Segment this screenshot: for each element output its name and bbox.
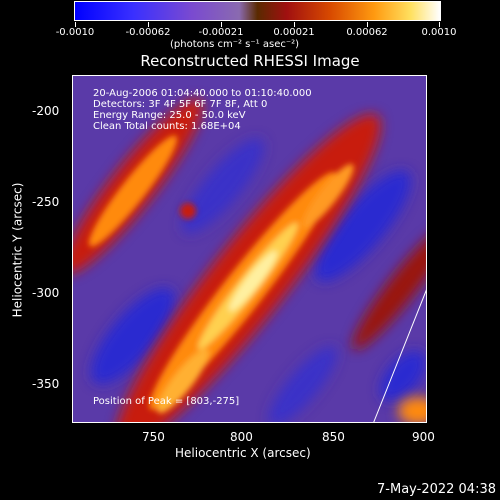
colorbar [74, 1, 441, 21]
y-tick-label: -200 [32, 104, 60, 118]
colorbar-tick [294, 22, 295, 27]
colorbar-tick-label: 0.00021 [273, 27, 315, 38]
plot-title: Reconstructed RHESSI Image [140, 52, 360, 70]
info-energy-range: Energy Range: 25.0 - 50.0 keV [93, 110, 246, 121]
info-clean-counts: Clean Total counts: 1.68E+04 [93, 121, 241, 132]
timestamp: 7-May-2022 04:38 [377, 482, 496, 497]
y-axis-label: Heliocentric Y (arcsec) [10, 182, 25, 318]
x-axis-label: Heliocentric X (arcsec) [175, 446, 311, 460]
colorbar-tick [439, 22, 440, 27]
y-tick-label: -250 [32, 195, 60, 209]
colorbar-tick [367, 22, 368, 27]
colorbar-tick [148, 22, 149, 27]
info-time-range: 20-Aug-2006 01:04:40.000 to 01:10:40.000 [93, 88, 312, 99]
x-tick-label: 900 [412, 430, 435, 444]
negative-lobes [90, 138, 426, 422]
colorbar-tick-label: -0.00021 [198, 27, 244, 38]
colorbar-tick-label: -0.0010 [55, 27, 95, 38]
colorbar-tick-label: -0.00062 [125, 27, 171, 38]
colorbar-units: (photons cm⁻² s⁻¹ asec⁻²) [170, 39, 300, 50]
image-canvas [73, 76, 426, 422]
limb-line [373, 289, 426, 422]
info-detectors: Detectors: 3F 4F 5F 6F 7F 8F, Att 0 [93, 99, 268, 110]
rhessi-image: 20-Aug-2006 01:04:40.000 to 01:10:40.000… [72, 75, 427, 423]
emission-cores [88, 135, 354, 414]
info-peak-position: Position of Peak = [803,-275] [93, 396, 240, 407]
colorbar-tick-label: 0.00062 [346, 27, 388, 38]
colorbar-tick-label: 0.0010 [421, 27, 457, 38]
y-tick-label: -300 [32, 286, 60, 300]
x-tick-label: 800 [230, 430, 253, 444]
y-tick-label: -350 [32, 377, 60, 391]
x-tick-label: 850 [322, 430, 345, 444]
colorbar-tick [75, 22, 76, 27]
colorbar-tick [221, 22, 222, 27]
x-tick-label: 750 [142, 430, 165, 444]
